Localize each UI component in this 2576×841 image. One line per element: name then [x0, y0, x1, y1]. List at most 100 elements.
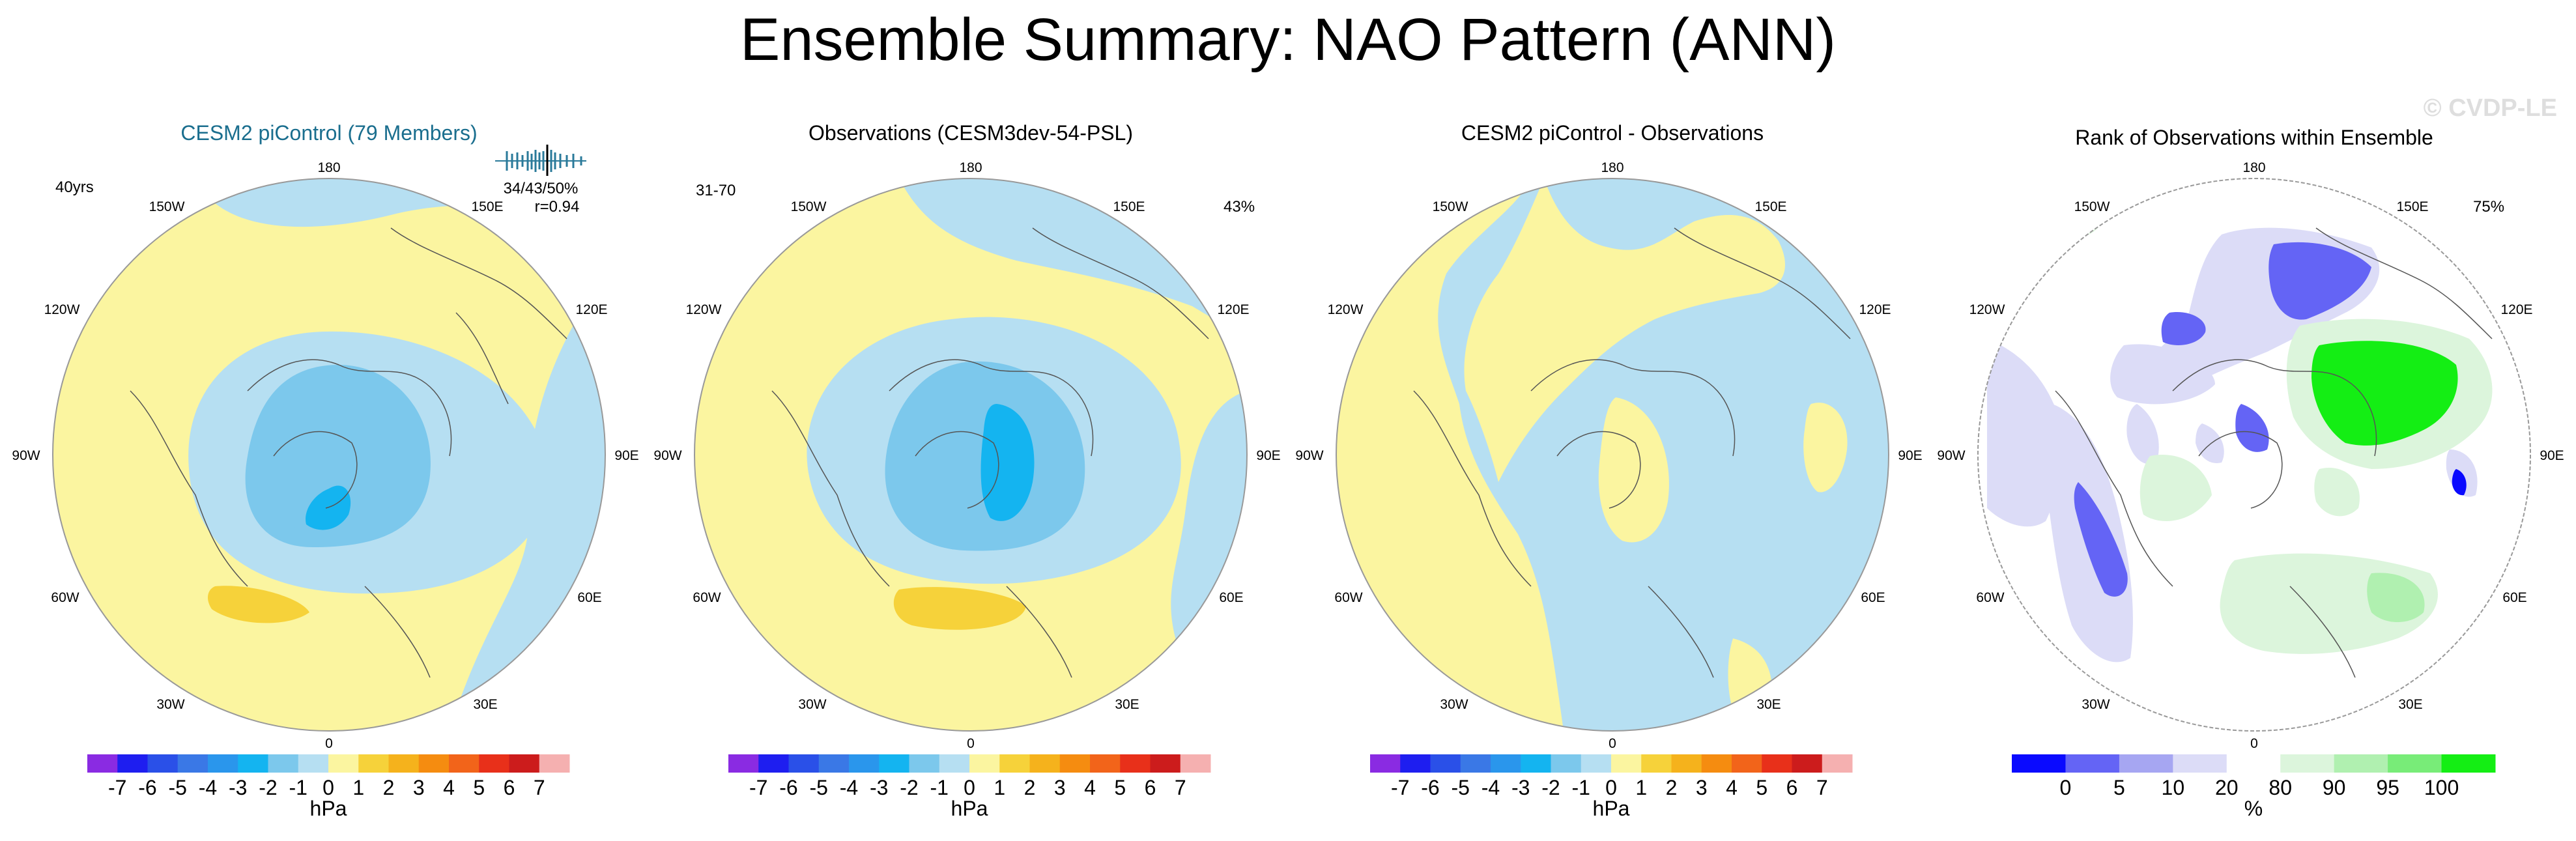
- colorbar-swatch: [177, 754, 208, 773]
- svg-text:60E: 60E: [1219, 590, 1243, 605]
- colorbar-swatch: [147, 754, 179, 773]
- ensemble-spread-bars: [495, 145, 586, 176]
- colorbar-tick-label: 4: [1084, 776, 1096, 799]
- svg-text:0: 0: [325, 736, 333, 751]
- svg-text:90E: 90E: [614, 448, 638, 463]
- colorbar-tick-label: -7: [749, 776, 767, 799]
- colorbar-tick-label: -5: [169, 776, 187, 799]
- colorbar-swatch: [2065, 754, 2120, 773]
- colorbar-tick-label: 0: [2060, 776, 2072, 799]
- colorbar-tick-label: -6: [138, 776, 156, 799]
- svg-text:150W: 150W: [149, 199, 185, 214]
- colorbar-tick-label: -5: [810, 776, 828, 799]
- colorbar-swatch: [2012, 754, 2066, 773]
- svg-text:30E: 30E: [2398, 697, 2422, 712]
- svg-text:150W: 150W: [1433, 199, 1468, 214]
- colorbar-swatch: [1370, 754, 1401, 773]
- colorbar-swatch: [1611, 754, 1642, 773]
- colorbar-swatch: [509, 754, 540, 773]
- svg-text:180: 180: [2242, 160, 2265, 175]
- colorbar-tick-label: 5: [1114, 776, 1126, 799]
- colorbar-swatch: [1491, 754, 1521, 773]
- colorbar-tick-label: 6: [1145, 776, 1156, 799]
- colorbar-swatch: [449, 754, 479, 773]
- coastlines: [771, 227, 1209, 678]
- colorbar-tick-label: 2: [1024, 776, 1036, 799]
- colorbar-swatch: [1150, 754, 1181, 773]
- svg-text:120W: 120W: [1328, 302, 1364, 317]
- svg-text:90W: 90W: [12, 448, 40, 463]
- colorbar-swatch: [1551, 754, 1582, 773]
- colorbar-tick-label: -3: [229, 776, 247, 799]
- lon-labels: 180 150E 120E 90E 60E 30E 0 30W 60W 90W …: [1937, 160, 2564, 751]
- colorbar-tick-label: 2: [1666, 776, 1678, 799]
- colorbar-swatch: [879, 754, 909, 773]
- colorbar-tick-label: 4: [443, 776, 455, 799]
- colorbar-swatch: [1059, 754, 1091, 773]
- colorbar-tick-label: -1: [930, 776, 949, 799]
- colorbar-tick-label: 7: [534, 776, 545, 799]
- coastlines: [1413, 227, 1851, 678]
- colorbar-tick-label: 4: [1726, 776, 1738, 799]
- colorbar-tick-label: 1: [1635, 776, 1647, 799]
- svg-text:120E: 120E: [2500, 302, 2532, 317]
- colorbar-tick-label: -2: [259, 776, 277, 799]
- svg-text:120E: 120E: [575, 302, 607, 317]
- colorbar-swatch: [909, 754, 940, 773]
- svg-text:30W: 30W: [2082, 697, 2110, 712]
- colorbar-tick-label: 2: [383, 776, 395, 799]
- colorbar-swatch: [2441, 754, 2496, 773]
- colorbar-swatch: [758, 754, 789, 773]
- panel-title: CESM2 piControl (79 Members): [180, 121, 477, 145]
- svg-text:150E: 150E: [471, 199, 503, 214]
- svg-text:120E: 120E: [1217, 302, 1249, 317]
- coastlines: [130, 227, 567, 678]
- colorbar-tick-label: 80: [2268, 776, 2292, 799]
- map-border: [1336, 178, 1889, 732]
- svg-text:0: 0: [2250, 736, 2258, 751]
- panel-right-note: 75%: [2473, 198, 2504, 216]
- colorbar: -7 -6 -5 -4 -3 -2 -1 0 1 2 3 4 5 6 7 hPa: [728, 754, 1211, 820]
- panel-title: CESM2 piControl - Observations: [1461, 121, 1764, 145]
- colorbar-swatch: [2173, 754, 2227, 773]
- colorbar-tick-label: -4: [199, 776, 217, 799]
- colorbar-swatch: [939, 754, 970, 773]
- colorbar-units: hPa: [1593, 797, 1630, 820]
- svg-text:60W: 60W: [51, 590, 79, 605]
- svg-text:30W: 30W: [1440, 697, 1468, 712]
- colorbar-swatch: [1400, 754, 1431, 773]
- colorbar-swatch: [1581, 754, 1612, 773]
- colorbar-tick-label: 95: [2376, 776, 2399, 799]
- svg-text:180: 180: [959, 160, 982, 175]
- panel-stats-pct: 34/43/50%: [504, 180, 579, 197]
- colorbar-units: hPa: [951, 797, 988, 820]
- panel-model: CESM2 piControl (79 Members) 40yrs 34/43…: [12, 121, 638, 820]
- lon-labels: 180 150E 120E 90E 60E 30E 0 30W 60W 90W …: [12, 160, 638, 751]
- colorbar-tick-label: 3: [1054, 776, 1066, 799]
- colorbar-swatch: [1792, 754, 1823, 773]
- colorbar-tick-label: 100: [2424, 776, 2459, 799]
- colorbar-tick-label: 5: [1756, 776, 1767, 799]
- panel-title: Observations (CESM3dev-54-PSL): [809, 121, 1133, 145]
- colorbar-tick-label: -7: [1391, 776, 1409, 799]
- svg-text:90E: 90E: [2540, 448, 2564, 463]
- panel-left-note: 40yrs: [55, 178, 94, 196]
- colorbar-swatch: [728, 754, 759, 773]
- colorbar-swatch: [1430, 754, 1461, 773]
- svg-text:180: 180: [317, 160, 340, 175]
- map-disc: [694, 178, 1247, 731]
- colorbar-swatch: [1822, 754, 1853, 773]
- svg-text:90W: 90W: [1295, 448, 1323, 463]
- colorbar-tick-label: -5: [1452, 776, 1470, 799]
- colorbar-tick-label: 0: [1605, 776, 1617, 799]
- svg-text:30E: 30E: [1115, 697, 1139, 712]
- svg-text:90E: 90E: [1256, 448, 1280, 463]
- svg-text:120W: 120W: [44, 302, 80, 317]
- colorbar-swatch: [539, 754, 570, 773]
- colorbar-swatch: [1671, 754, 1702, 773]
- colorbar-tick-label: 10: [2162, 776, 2185, 799]
- svg-text:60E: 60E: [2502, 590, 2526, 605]
- colorbar-tick-label: 0: [322, 776, 334, 799]
- svg-text:60W: 60W: [1976, 590, 2004, 605]
